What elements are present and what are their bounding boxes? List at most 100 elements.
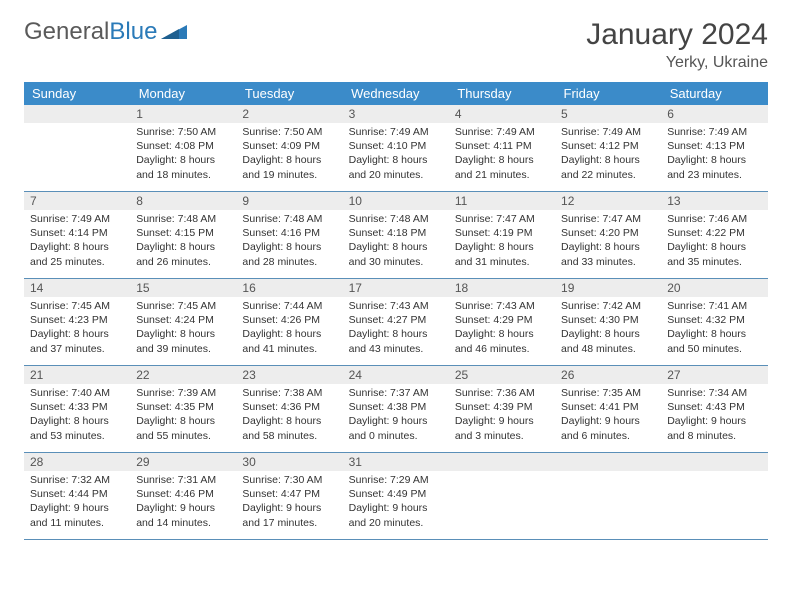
- sunrise-line: Sunrise: 7:48 AM: [136, 212, 230, 226]
- weekday-thursday: Thursday: [449, 82, 555, 105]
- weekday-header-row: Sunday Monday Tuesday Wednesday Thursday…: [24, 82, 768, 105]
- day-number: 28: [24, 453, 130, 471]
- sunset-line: Sunset: 4:30 PM: [561, 313, 655, 327]
- day-number: 25: [449, 366, 555, 384]
- sunset-line: Sunset: 4:29 PM: [455, 313, 549, 327]
- calendar-day-cell: 25Sunrise: 7:36 AMSunset: 4:39 PMDayligh…: [449, 366, 555, 453]
- calendar-day-cell: 13Sunrise: 7:46 AMSunset: 4:22 PMDayligh…: [661, 192, 767, 279]
- calendar-week-row: 28Sunrise: 7:32 AMSunset: 4:44 PMDayligh…: [24, 453, 768, 540]
- daylight-line-1: Daylight: 8 hours: [561, 327, 655, 341]
- sunset-line: Sunset: 4:16 PM: [242, 226, 336, 240]
- calendar-day-cell: 4Sunrise: 7:49 AMSunset: 4:11 PMDaylight…: [449, 105, 555, 192]
- daylight-line-1: Daylight: 8 hours: [349, 327, 443, 341]
- calendar-day-cell: 20Sunrise: 7:41 AMSunset: 4:32 PMDayligh…: [661, 279, 767, 366]
- calendar-week-row: 21Sunrise: 7:40 AMSunset: 4:33 PMDayligh…: [24, 366, 768, 453]
- sunset-line: Sunset: 4:35 PM: [136, 400, 230, 414]
- calendar-day-cell: 31Sunrise: 7:29 AMSunset: 4:49 PMDayligh…: [343, 453, 449, 540]
- day-details: Sunrise: 7:49 AMSunset: 4:14 PMDaylight:…: [24, 210, 130, 273]
- day-details: Sunrise: 7:37 AMSunset: 4:38 PMDaylight:…: [343, 384, 449, 447]
- day-number: 11: [449, 192, 555, 210]
- sunrise-line: Sunrise: 7:47 AM: [455, 212, 549, 226]
- day-details: [661, 471, 767, 477]
- sunset-line: Sunset: 4:15 PM: [136, 226, 230, 240]
- day-number: 1: [130, 105, 236, 123]
- calendar-week-row: 7Sunrise: 7:49 AMSunset: 4:14 PMDaylight…: [24, 192, 768, 279]
- day-details: Sunrise: 7:50 AMSunset: 4:08 PMDaylight:…: [130, 123, 236, 186]
- day-number: [661, 453, 767, 471]
- month-title: January 2024: [586, 18, 768, 52]
- day-number: 2: [236, 105, 342, 123]
- calendar-day-cell: [24, 105, 130, 192]
- daylight-line-1: Daylight: 8 hours: [136, 414, 230, 428]
- day-details: Sunrise: 7:44 AMSunset: 4:26 PMDaylight:…: [236, 297, 342, 360]
- weekday-friday: Friday: [555, 82, 661, 105]
- calendar-day-cell: 22Sunrise: 7:39 AMSunset: 4:35 PMDayligh…: [130, 366, 236, 453]
- brand-mark-icon: [161, 18, 187, 46]
- calendar-day-cell: 1Sunrise: 7:50 AMSunset: 4:08 PMDaylight…: [130, 105, 236, 192]
- day-details: Sunrise: 7:39 AMSunset: 4:35 PMDaylight:…: [130, 384, 236, 447]
- sunset-line: Sunset: 4:49 PM: [349, 487, 443, 501]
- daylight-line-1: Daylight: 8 hours: [30, 414, 124, 428]
- day-number: [449, 453, 555, 471]
- daylight-line-2: and 20 minutes.: [349, 516, 443, 530]
- day-number: [555, 453, 661, 471]
- day-details: Sunrise: 7:47 AMSunset: 4:19 PMDaylight:…: [449, 210, 555, 273]
- day-details: Sunrise: 7:31 AMSunset: 4:46 PMDaylight:…: [130, 471, 236, 534]
- calendar-day-cell: 3Sunrise: 7:49 AMSunset: 4:10 PMDaylight…: [343, 105, 449, 192]
- sunrise-line: Sunrise: 7:44 AM: [242, 299, 336, 313]
- page-header: GeneralBlue January 2024 Yerky, Ukraine: [24, 18, 768, 72]
- daylight-line-1: Daylight: 8 hours: [242, 153, 336, 167]
- calendar-day-cell: 6Sunrise: 7:49 AMSunset: 4:13 PMDaylight…: [661, 105, 767, 192]
- day-number: 30: [236, 453, 342, 471]
- sunrise-line: Sunrise: 7:49 AM: [349, 125, 443, 139]
- sunset-line: Sunset: 4:27 PM: [349, 313, 443, 327]
- day-details: Sunrise: 7:48 AMSunset: 4:18 PMDaylight:…: [343, 210, 449, 273]
- sunset-line: Sunset: 4:33 PM: [30, 400, 124, 414]
- day-details: Sunrise: 7:41 AMSunset: 4:32 PMDaylight:…: [661, 297, 767, 360]
- daylight-line-2: and 21 minutes.: [455, 168, 549, 182]
- sunset-line: Sunset: 4:47 PM: [242, 487, 336, 501]
- day-number: 8: [130, 192, 236, 210]
- day-number: 3: [343, 105, 449, 123]
- day-number: 15: [130, 279, 236, 297]
- sunset-line: Sunset: 4:41 PM: [561, 400, 655, 414]
- weekday-saturday: Saturday: [661, 82, 767, 105]
- weekday-tuesday: Tuesday: [236, 82, 342, 105]
- day-number: 5: [555, 105, 661, 123]
- daylight-line-1: Daylight: 8 hours: [667, 240, 761, 254]
- daylight-line-1: Daylight: 8 hours: [30, 327, 124, 341]
- sunset-line: Sunset: 4:12 PM: [561, 139, 655, 153]
- sunrise-line: Sunrise: 7:49 AM: [30, 212, 124, 226]
- calendar-day-cell: 5Sunrise: 7:49 AMSunset: 4:12 PMDaylight…: [555, 105, 661, 192]
- day-number: 6: [661, 105, 767, 123]
- daylight-line-2: and 20 minutes.: [349, 168, 443, 182]
- sunrise-line: Sunrise: 7:46 AM: [667, 212, 761, 226]
- daylight-line-1: Daylight: 8 hours: [242, 414, 336, 428]
- sunset-line: Sunset: 4:19 PM: [455, 226, 549, 240]
- daylight-line-2: and 39 minutes.: [136, 342, 230, 356]
- day-details: Sunrise: 7:32 AMSunset: 4:44 PMDaylight:…: [24, 471, 130, 534]
- weekday-sunday: Sunday: [24, 82, 130, 105]
- day-number: 17: [343, 279, 449, 297]
- sunrise-line: Sunrise: 7:30 AM: [242, 473, 336, 487]
- daylight-line-1: Daylight: 8 hours: [242, 240, 336, 254]
- daylight-line-1: Daylight: 8 hours: [561, 240, 655, 254]
- sunrise-line: Sunrise: 7:43 AM: [455, 299, 549, 313]
- sunset-line: Sunset: 4:32 PM: [667, 313, 761, 327]
- day-details: Sunrise: 7:45 AMSunset: 4:24 PMDaylight:…: [130, 297, 236, 360]
- day-details: Sunrise: 7:43 AMSunset: 4:27 PMDaylight:…: [343, 297, 449, 360]
- daylight-line-2: and 3 minutes.: [455, 429, 549, 443]
- daylight-line-1: Daylight: 9 hours: [349, 501, 443, 515]
- daylight-line-2: and 11 minutes.: [30, 516, 124, 530]
- calendar-day-cell: 11Sunrise: 7:47 AMSunset: 4:19 PMDayligh…: [449, 192, 555, 279]
- daylight-line-1: Daylight: 8 hours: [667, 327, 761, 341]
- daylight-line-1: Daylight: 8 hours: [667, 153, 761, 167]
- daylight-line-1: Daylight: 8 hours: [349, 153, 443, 167]
- day-number: 16: [236, 279, 342, 297]
- calendar-day-cell: [661, 453, 767, 540]
- sunrise-line: Sunrise: 7:49 AM: [561, 125, 655, 139]
- daylight-line-2: and 35 minutes.: [667, 255, 761, 269]
- calendar-day-cell: 24Sunrise: 7:37 AMSunset: 4:38 PMDayligh…: [343, 366, 449, 453]
- day-details: Sunrise: 7:49 AMSunset: 4:12 PMDaylight:…: [555, 123, 661, 186]
- day-number: 7: [24, 192, 130, 210]
